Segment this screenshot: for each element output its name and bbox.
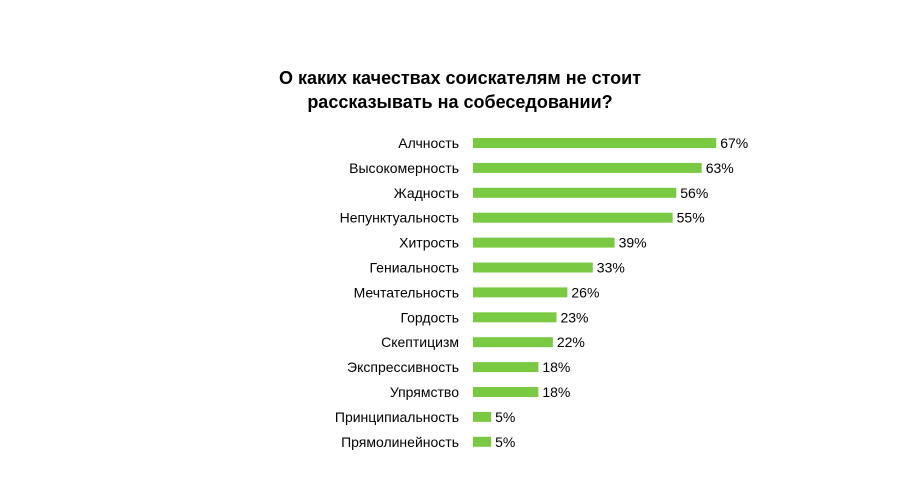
value-label: 5% [495,409,515,425]
value-label: 67% [720,135,748,151]
bar [473,362,539,373]
category-label: Гордость [400,309,459,325]
category-label: Гениальность [370,260,459,276]
bar [473,187,677,198]
chart-title-line-2: рассказывать на собеседовании? [307,92,613,112]
value-label: 5% [495,434,515,450]
category-label: Экспрессивность [347,359,459,375]
chart-title-line-1: О каких качествах соискателям не стоит [278,68,642,88]
value-label: 26% [571,284,599,300]
value-label: 39% [619,235,647,251]
category-label: Упрямство [390,384,459,400]
bar [473,411,492,422]
bar [473,287,568,298]
bar [473,262,593,273]
bar [473,312,557,323]
bar [473,337,553,348]
category-label: Высокомерность [349,160,459,176]
bar [473,212,673,223]
category-label: Принципиальность [335,409,459,425]
bar [473,237,615,248]
category-label: Жадность [394,185,459,201]
value-label: 22% [557,334,585,350]
category-label: Непунктуальность [340,210,459,226]
category-label: Хитрость [399,235,459,251]
value-label: 23% [560,309,588,325]
value-label: 18% [542,384,570,400]
value-label: 55% [677,210,705,226]
value-label: 18% [542,359,570,375]
plot-area: Алчность 67% Высокомерность 63% Жадность 56% Н… [335,135,748,450]
chart-title: О каких качествах соискателям не стоит р… [180,66,740,114]
category-label: Алчность [398,135,459,151]
value-label: 33% [597,260,625,276]
category-label: Мечтательность [354,284,459,300]
value-label: 63% [706,160,734,176]
bar [473,387,539,397]
bar [473,162,702,173]
category-label: Скептицизм [381,334,459,350]
value-label: 56% [680,185,708,201]
bar [473,436,492,447]
category-label: Прямолинейность [341,434,459,450]
bar [473,138,717,148]
